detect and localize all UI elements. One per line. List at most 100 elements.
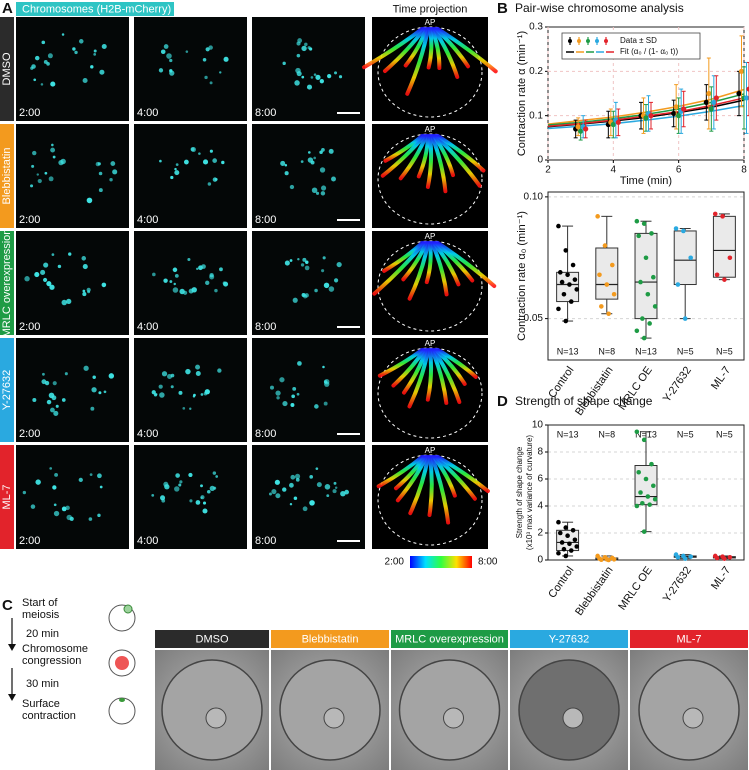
chromosome-spot bbox=[202, 58, 207, 62]
microscopy-image bbox=[16, 124, 129, 228]
microscopy-image bbox=[252, 17, 365, 121]
chromosome-spot bbox=[170, 385, 174, 389]
trajectory-streak bbox=[372, 241, 426, 296]
time-label: 4:00 bbox=[137, 107, 158, 119]
chromosome-spot bbox=[49, 284, 55, 290]
chromosome-spot bbox=[279, 377, 285, 383]
image-header-label: ML-7 bbox=[676, 633, 701, 645]
legend-icon bbox=[604, 39, 608, 43]
chromosome-spot bbox=[321, 148, 325, 152]
legend-icon bbox=[586, 39, 590, 43]
time-label: 8:00 bbox=[255, 107, 276, 119]
condition-bar bbox=[0, 124, 14, 228]
legend-icon bbox=[568, 39, 572, 43]
chromosome-spot bbox=[206, 489, 211, 494]
chromosome-spot bbox=[32, 398, 37, 403]
chromosome-spot bbox=[327, 74, 332, 79]
chromosome-spot bbox=[60, 158, 66, 165]
chromosome-spot bbox=[163, 278, 168, 283]
chromosome-spot bbox=[309, 47, 313, 51]
chromosome-spot bbox=[97, 513, 101, 518]
trajectory-streak bbox=[407, 241, 430, 301]
chromosome-spot bbox=[284, 260, 290, 266]
data-point bbox=[648, 113, 654, 119]
chromosome-spot bbox=[90, 65, 94, 69]
data-point bbox=[640, 501, 645, 506]
x-axis-label: Time (min) bbox=[620, 175, 672, 187]
trajectory-streak bbox=[376, 455, 424, 489]
chromosome-spot bbox=[300, 263, 305, 267]
chromosome-spot bbox=[200, 484, 203, 488]
y-axis-label: Contraction rate α (min⁻¹) bbox=[516, 31, 528, 156]
data-point bbox=[706, 90, 712, 97]
chromosome-spot bbox=[82, 292, 87, 297]
time-label: 4:00 bbox=[137, 321, 158, 333]
time-label: 2:00 bbox=[19, 214, 40, 226]
panel-letter: C bbox=[2, 597, 13, 614]
panel-header: Chromosomes (H2B-mCherry) bbox=[22, 3, 171, 15]
chromosome-spot bbox=[195, 370, 201, 376]
trajectory-streak bbox=[427, 455, 434, 517]
chromosome-spot bbox=[219, 267, 223, 272]
chromosome-spot bbox=[46, 62, 50, 66]
nucleus bbox=[443, 707, 464, 729]
trajectory-streak bbox=[395, 455, 428, 503]
condition-bar bbox=[0, 338, 14, 442]
data-point bbox=[638, 490, 643, 495]
trajectory-streak bbox=[430, 348, 449, 405]
data-point bbox=[568, 299, 574, 304]
data-point bbox=[572, 537, 578, 543]
chromosome-spot bbox=[98, 391, 102, 395]
data-point bbox=[708, 106, 714, 112]
y-tick-label: 0.10 bbox=[524, 192, 544, 203]
chromosome-spot bbox=[50, 147, 56, 153]
chromosome-spot bbox=[52, 485, 57, 490]
trajectory-streak bbox=[432, 455, 457, 498]
time-label: 2:00 bbox=[19, 428, 40, 440]
chromosome-spot bbox=[221, 160, 225, 165]
microscopy-image bbox=[134, 231, 247, 335]
chromosome-spot bbox=[319, 79, 324, 84]
chromosome-spot bbox=[320, 191, 326, 196]
chromosome-spot bbox=[328, 286, 335, 292]
data-point bbox=[688, 554, 693, 559]
x-tick-label: 4 bbox=[611, 165, 617, 176]
interval-label: 30 min bbox=[26, 678, 60, 690]
chromosome-spot bbox=[37, 178, 42, 184]
data-point bbox=[738, 68, 745, 74]
chromosome-spot bbox=[304, 42, 308, 47]
chromosome-spot bbox=[294, 473, 301, 479]
data-point bbox=[688, 255, 693, 261]
chromosome-spot bbox=[50, 81, 56, 87]
n-label: N=13 bbox=[557, 429, 579, 439]
microscopy-image bbox=[252, 124, 365, 228]
chromosome-spot bbox=[310, 76, 314, 79]
chromosome-spot bbox=[31, 164, 35, 168]
chromosome-spot bbox=[212, 177, 218, 182]
data-point bbox=[595, 214, 600, 219]
chromosome-spot bbox=[169, 280, 173, 283]
chromosome-spot bbox=[306, 84, 313, 90]
trajectory-streak bbox=[383, 134, 424, 163]
chromosome-spot bbox=[310, 160, 315, 165]
data-point bbox=[673, 104, 679, 110]
box bbox=[634, 232, 658, 320]
nucleus bbox=[682, 707, 704, 729]
chromosome-spot bbox=[200, 496, 203, 499]
chromosome-spot bbox=[160, 49, 166, 55]
x-tick-label: Control bbox=[546, 565, 576, 601]
ap-label: AP bbox=[425, 125, 436, 134]
data-point bbox=[606, 557, 611, 563]
box bbox=[634, 465, 658, 506]
chart-title: Strength of shape change bbox=[515, 394, 653, 408]
image-header-label: MRLC overexpression bbox=[395, 633, 504, 645]
chromosome-spot bbox=[22, 490, 27, 495]
y-tick-label: 0.1 bbox=[529, 110, 543, 121]
data-point bbox=[578, 128, 584, 134]
chromosome-spot bbox=[53, 503, 57, 507]
chromosome-spot bbox=[271, 488, 277, 495]
n-label: N=5 bbox=[716, 429, 733, 439]
chromosome-spot bbox=[315, 74, 321, 80]
chromosome-spot bbox=[44, 171, 48, 175]
chromosome-spot bbox=[284, 171, 289, 176]
